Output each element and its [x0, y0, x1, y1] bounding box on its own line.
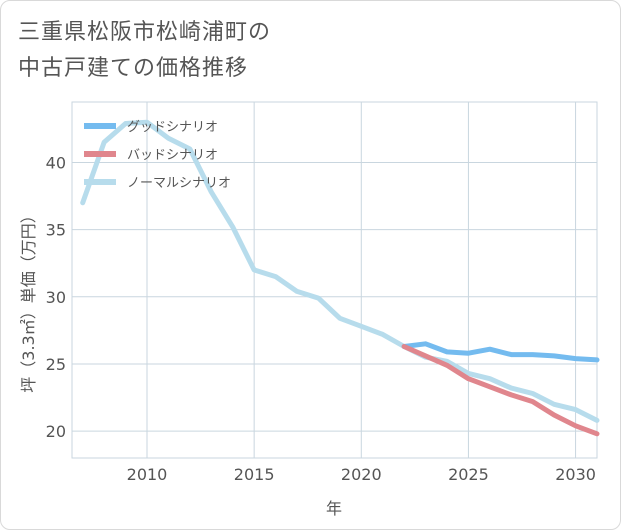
x-axis-label: 年: [326, 499, 342, 518]
legend-label: ノーマルシナリオ: [127, 176, 231, 191]
y-tick-labels: 20 25 30 35 40: [46, 153, 66, 441]
x-tick-label: 2030: [555, 465, 596, 484]
plot-frame: [71, 101, 598, 459]
x-tick-label: 2015: [234, 465, 275, 484]
legend-label: バッドシナリオ: [127, 148, 218, 163]
legend-label: グッドシナリオ: [127, 120, 218, 135]
y-tick-label: 35: [46, 221, 66, 240]
y-tick-label: 40: [46, 153, 66, 172]
chart-title: 三重県松阪市松崎浦町の 中古戸建ての価格推移: [18, 15, 271, 87]
chart-title-line-2: 中古戸建ての価格推移: [18, 56, 249, 81]
y-axis-label: 坪（3.3㎡）単価（万円）: [19, 207, 38, 392]
series-line-2: [401, 344, 600, 437]
series-line-1: [401, 341, 600, 363]
grid-lines: [72, 102, 597, 458]
series-layer: [80, 119, 600, 437]
y-tick-label: 25: [46, 355, 66, 374]
chart-title-line-1: 三重県松阪市松崎浦町の: [18, 20, 272, 45]
x-tick-label: 2010: [127, 465, 168, 484]
series-line-3: [80, 119, 600, 423]
x-tick-label: 2025: [448, 465, 489, 484]
y-tick-label: 20: [46, 422, 66, 441]
y-tick-label: 30: [46, 288, 66, 307]
x-tick-labels: 2010 2015 2020 2025 2030: [127, 465, 596, 484]
x-tick-label: 2020: [341, 465, 382, 484]
